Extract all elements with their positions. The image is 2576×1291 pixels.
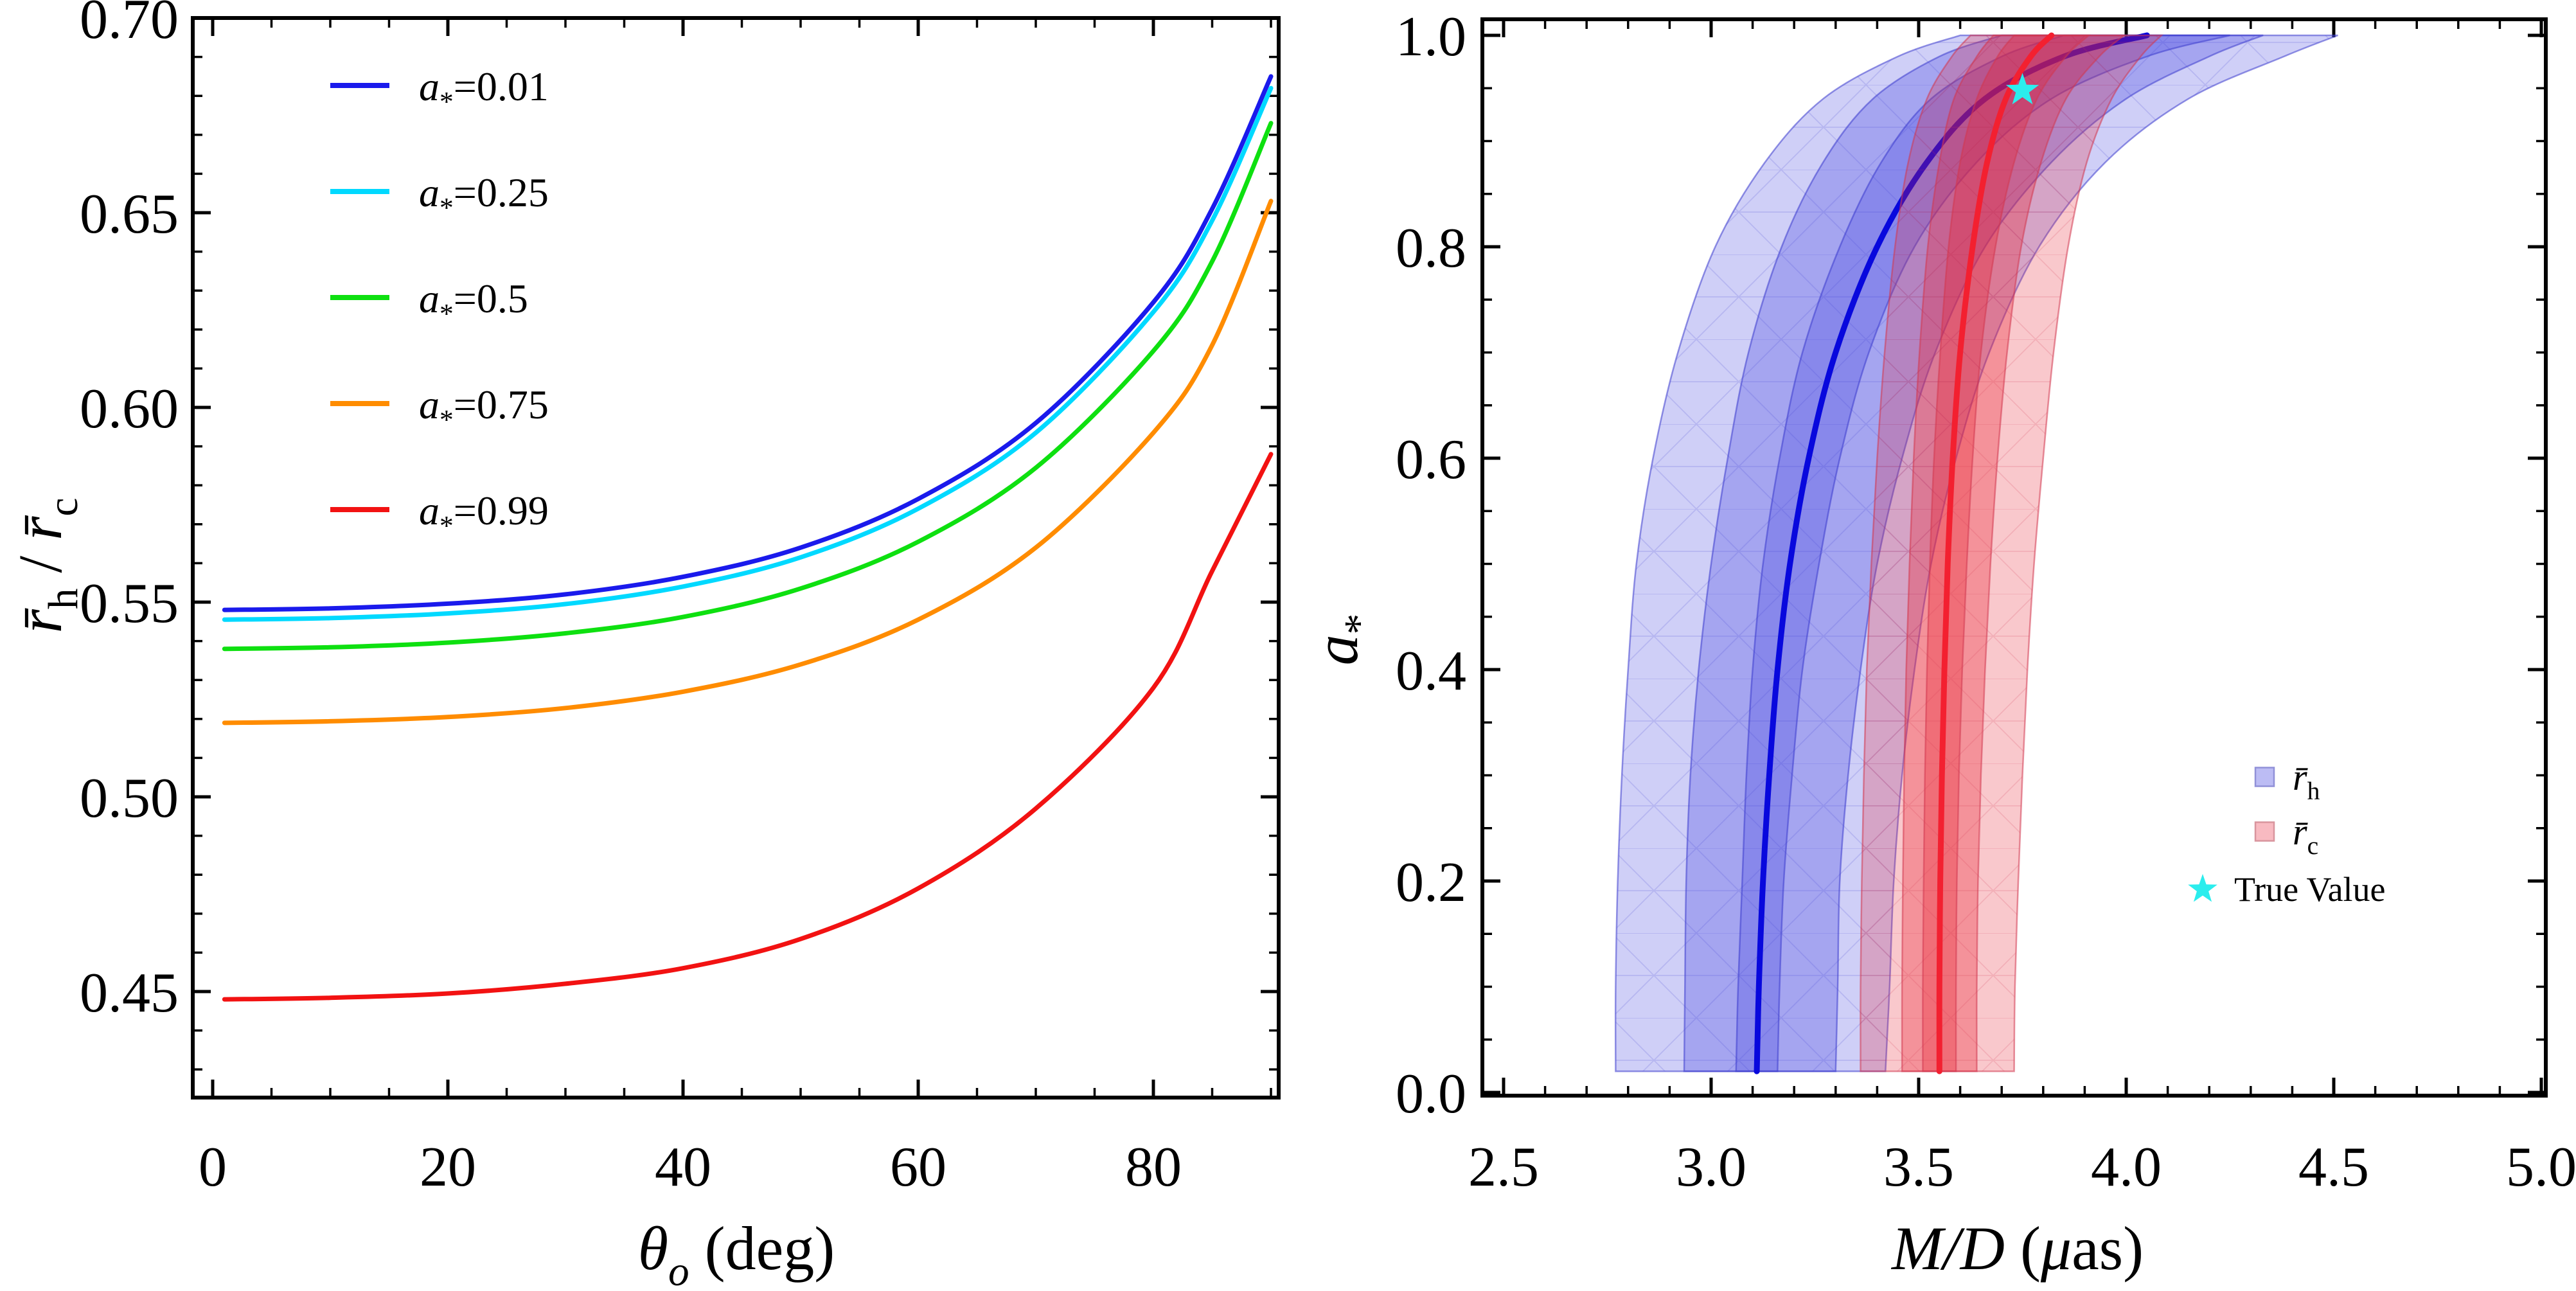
left-y-tick-label: 0.65 [80, 183, 179, 245]
right-y-tick-label: 0.6 [1396, 429, 1466, 491]
right-legend: r̄h r̄c True Value [2188, 756, 2386, 909]
right-y-tick-label: 1.0 [1396, 6, 1466, 68]
right-y-tick-label: 0.8 [1396, 217, 1466, 280]
legend-label-a*=0.99: a*=0.99 [419, 488, 549, 542]
legend-label-true-value: True Value [2234, 870, 2386, 909]
left-plot-ratio-vs-angle: 0 20 40 60 80 0.45 0.50 0.55 0.60 0.65 0.70 θo (deg… [6, 0, 1281, 1291]
legend-label-a*=0.75: a*=0.75 [419, 382, 549, 436]
curve-a*=0.5 [222, 121, 1274, 652]
legend-label-r_c: r̄c [2293, 811, 2318, 860]
left-curves [222, 74, 1274, 1002]
right-x-tick-label: 4.5 [2298, 1136, 2369, 1198]
legend-label-r_h: r̄h [2293, 756, 2320, 805]
curve-a*=0.25 [222, 85, 1274, 622]
band-r_c-center-curve [1936, 32, 2055, 1074]
right-plot-ticks [1482, 19, 2546, 1096]
legend-label-a*=0.25: a*=0.25 [419, 170, 549, 224]
left-x-tick-label: 40 [655, 1136, 711, 1198]
left-y-tick-label: 0.50 [80, 767, 179, 830]
right-x-axis-label: M/D (μas) [1890, 1214, 2144, 1283]
left-y-tick-label: 0.70 [80, 0, 179, 51]
right-x-tick-label: 3.5 [1883, 1136, 1954, 1198]
legend-label-a*=0.01: a*=0.01 [419, 64, 549, 118]
band-r_c [1860, 32, 2163, 1074]
right-y-axis-label: a* [1302, 614, 1383, 666]
band-r_h-mesh [1615, 35, 2338, 1072]
left-y-tick-label: 0.45 [80, 962, 179, 1024]
left-legend: a*=0.01 a*=0.25 a*=0.5 a*=0.75 a*=0.99 [330, 64, 549, 542]
left-plot-frame [191, 16, 1281, 1100]
curve-a*=0.01 [222, 74, 1274, 612]
right-y-tick-label: 0.4 [1396, 640, 1466, 702]
right-x-tick-label: 5.0 [2506, 1136, 2576, 1198]
left-x-tick-label: 60 [890, 1136, 946, 1198]
right-plot-spin-vs-angular-size: 2.5 3.0 3.5 4.0 4.5 5.0 0.0 0.2 0.4 0.6 0.8 1.0 M/D … [1302, 6, 2576, 1283]
left-plot-ticks [193, 16, 1279, 1098]
left-x-tick-label: 0 [199, 1136, 227, 1198]
legend-swatch-r_h [2254, 767, 2275, 787]
right-x-tick-label: 3.0 [1676, 1136, 1746, 1198]
right-plot-frame [1480, 17, 2548, 1098]
legend-label-a*=0.5: a*=0.5 [419, 276, 528, 330]
left-x-tick-label: 80 [1125, 1136, 1182, 1198]
left-y-tick-label: 0.60 [80, 378, 179, 440]
right-y-tick-label: 0.0 [1396, 1063, 1466, 1125]
legend-star-icon [2188, 874, 2217, 902]
legend-swatch-r_c [2254, 821, 2275, 842]
left-y-axis-label: r̄h / r̄c [6, 498, 87, 634]
right-x-tick-label: 2.5 [1468, 1136, 1539, 1198]
left-x-tick-label: 20 [420, 1136, 476, 1198]
right-y-tick-label: 0.2 [1396, 851, 1466, 914]
curve-a*=0.75 [222, 199, 1274, 726]
left-x-axis-label: θo (deg) [638, 1214, 835, 1288]
band-r_c-mesh [1860, 35, 2162, 1072]
right-x-tick-label: 4.0 [2091, 1136, 2162, 1198]
left-y-tick-label: 0.55 [80, 573, 179, 635]
true-value-star-marker [2005, 73, 2039, 105]
curve-a*=0.99 [222, 452, 1274, 1002]
